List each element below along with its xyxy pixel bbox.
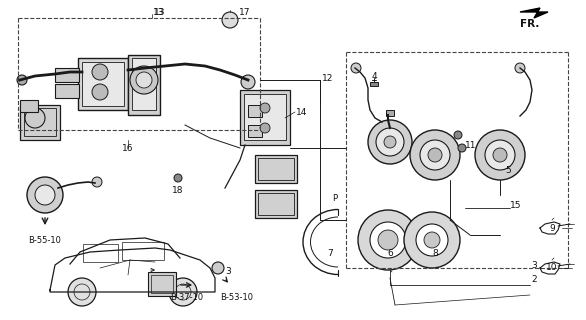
Circle shape: [260, 103, 270, 113]
Bar: [151, 275, 173, 293]
Text: B-53-10: B-53-10: [220, 293, 253, 302]
Bar: [148, 272, 176, 296]
Text: 15: 15: [510, 201, 522, 210]
Circle shape: [424, 232, 440, 248]
Circle shape: [35, 185, 55, 205]
Text: 9: 9: [549, 223, 555, 233]
Text: 2: 2: [531, 276, 537, 284]
Circle shape: [493, 148, 507, 162]
Circle shape: [485, 140, 515, 170]
Text: 3: 3: [225, 268, 231, 276]
Bar: [20, 105, 60, 140]
Circle shape: [454, 131, 462, 139]
Text: 16: 16: [122, 143, 134, 153]
Circle shape: [92, 64, 108, 80]
Bar: [24, 108, 56, 136]
Polygon shape: [520, 8, 548, 18]
Text: 10: 10: [546, 263, 558, 273]
Circle shape: [169, 278, 197, 306]
Bar: [370, 82, 378, 86]
Circle shape: [174, 174, 182, 182]
Circle shape: [410, 130, 460, 180]
Circle shape: [370, 222, 406, 258]
Bar: [244, 94, 286, 140]
Circle shape: [368, 120, 412, 164]
Text: 17: 17: [239, 7, 251, 17]
Circle shape: [92, 177, 102, 187]
Text: FR.: FR.: [520, 19, 540, 29]
Circle shape: [404, 212, 460, 268]
Circle shape: [420, 140, 450, 170]
Bar: [255, 190, 297, 218]
Bar: [55, 68, 79, 82]
Circle shape: [351, 63, 361, 73]
Bar: [248, 125, 262, 137]
Bar: [258, 193, 294, 215]
Text: 18: 18: [172, 186, 184, 195]
Bar: [82, 62, 124, 106]
Text: 14: 14: [297, 108, 308, 116]
Circle shape: [416, 224, 448, 256]
Circle shape: [92, 84, 108, 100]
Bar: [55, 84, 79, 98]
Bar: [258, 158, 294, 180]
Circle shape: [358, 210, 418, 270]
Text: 13: 13: [154, 7, 166, 17]
Circle shape: [136, 72, 152, 88]
Bar: [78, 58, 128, 110]
Bar: [386, 110, 394, 116]
Circle shape: [27, 177, 63, 213]
Bar: [20, 100, 38, 112]
Text: 5: 5: [505, 165, 511, 174]
Text: 8: 8: [432, 250, 438, 259]
Text: 6: 6: [387, 250, 393, 259]
Circle shape: [222, 12, 238, 28]
Circle shape: [428, 148, 442, 162]
Bar: [255, 155, 297, 183]
Text: 12: 12: [322, 74, 333, 83]
Circle shape: [25, 108, 45, 128]
Text: 4: 4: [371, 71, 377, 81]
Circle shape: [241, 75, 255, 89]
Circle shape: [260, 123, 270, 133]
Bar: [83, 244, 118, 262]
Bar: [132, 58, 156, 110]
Text: B-37-10: B-37-10: [170, 293, 203, 302]
Text: P: P: [332, 194, 338, 203]
Circle shape: [378, 230, 398, 250]
Bar: [248, 105, 262, 117]
Circle shape: [130, 66, 158, 94]
Text: 11: 11: [465, 140, 476, 149]
Circle shape: [212, 262, 224, 274]
Text: 7: 7: [327, 250, 333, 259]
Circle shape: [384, 136, 396, 148]
Circle shape: [458, 144, 466, 152]
Circle shape: [475, 130, 525, 180]
Circle shape: [376, 128, 404, 156]
Bar: [128, 55, 160, 115]
Bar: [240, 90, 290, 145]
Circle shape: [68, 278, 96, 306]
Circle shape: [515, 63, 525, 73]
Bar: [122, 242, 164, 260]
Text: 13: 13: [154, 7, 165, 17]
Circle shape: [17, 75, 27, 85]
Text: B-55-10: B-55-10: [28, 236, 61, 244]
Text: 3: 3: [531, 260, 537, 269]
